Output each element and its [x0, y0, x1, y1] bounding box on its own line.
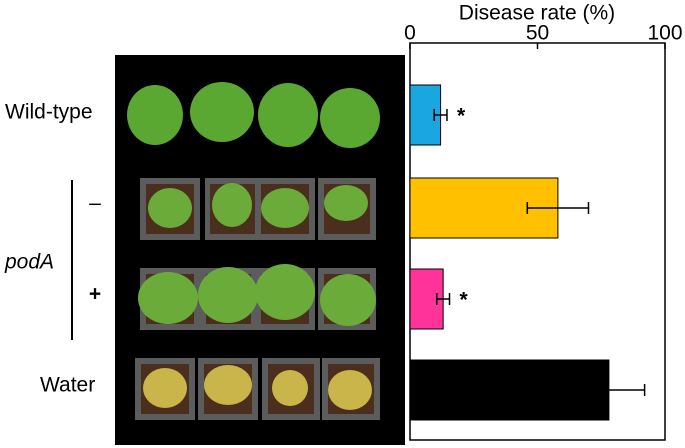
significance-mark: * — [457, 105, 466, 128]
category-label: – — [89, 192, 101, 215]
x-tick-label: 50 — [526, 22, 549, 45]
significance-mark: * — [460, 289, 469, 312]
error-bar — [526, 202, 590, 214]
error-bar — [433, 109, 448, 121]
category-label: Wild-type — [5, 101, 93, 124]
photo-plants — [127, 82, 380, 420]
x-tick-label: 100 — [647, 22, 682, 45]
bar — [409, 84, 442, 146]
error-bar — [572, 384, 646, 396]
category-label: + — [89, 283, 101, 306]
group-label: podA — [4, 251, 54, 274]
category-label: Water — [40, 374, 95, 397]
error-bar — [436, 293, 451, 305]
axis-title: Disease rate (%) — [459, 2, 615, 25]
x-tick-label: 0 — [404, 22, 416, 45]
